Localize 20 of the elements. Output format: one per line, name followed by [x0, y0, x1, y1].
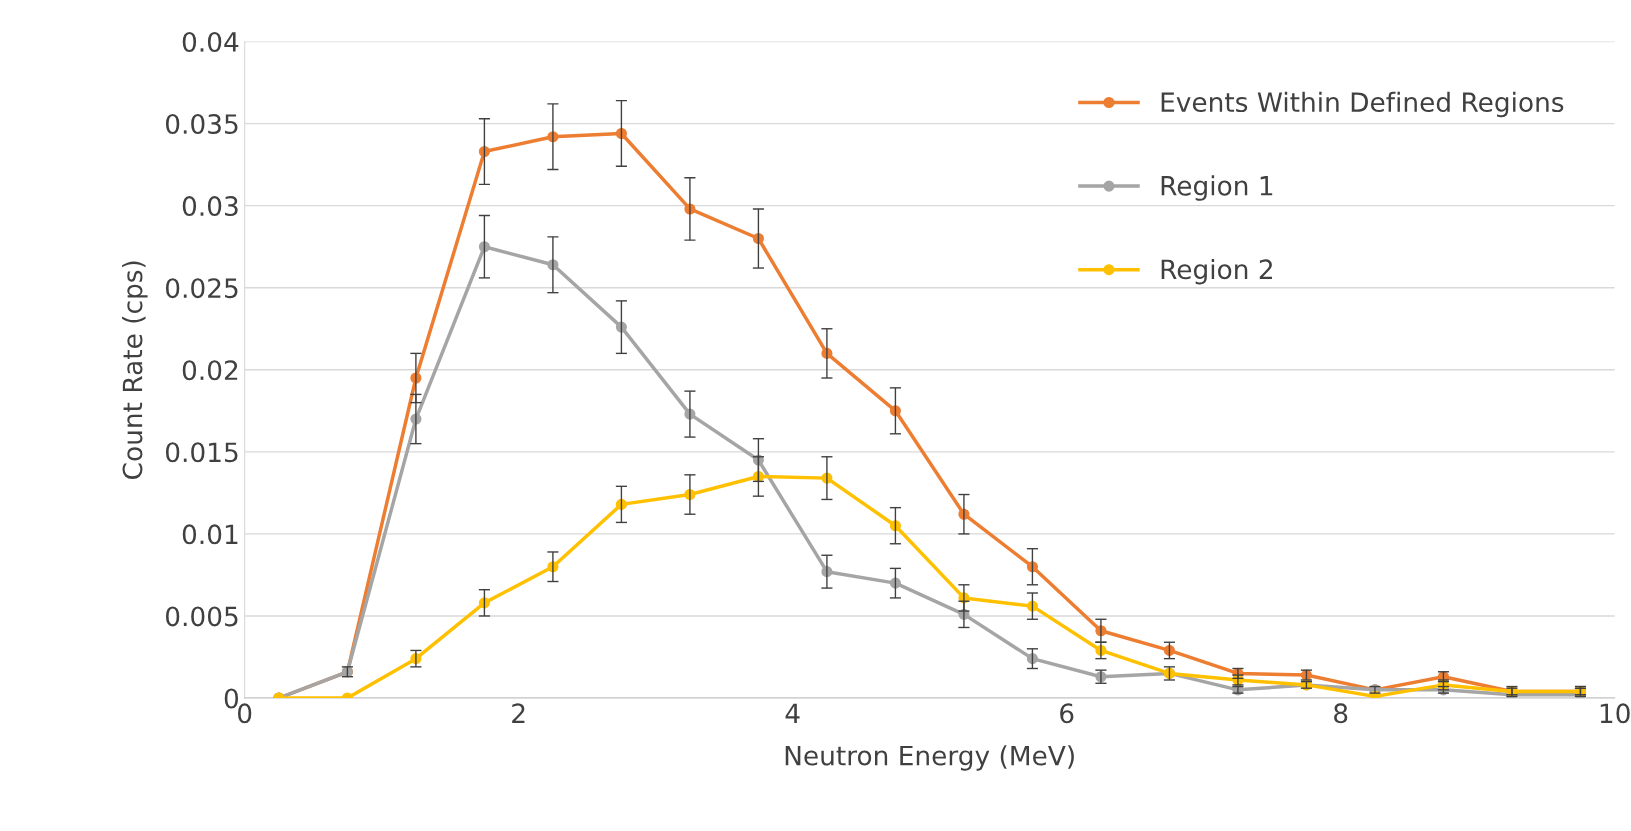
x-tick-label: 10: [1600, 703, 1630, 724]
x-tick-label: 8: [1334, 703, 1348, 724]
x-tick-label: 4: [785, 703, 800, 723]
legend-label: Region 1: [1161, 175, 1273, 201]
x-axis-title: Neutron Energy (MeV): [785, 745, 1074, 771]
y-tick-label: 0.035: [165, 114, 238, 135]
y-tick-label: 0.04: [182, 31, 239, 52]
y-tick-label: 0.025: [165, 278, 238, 299]
y-axis-title: Count Rate (cps): [122, 261, 148, 479]
x-tick-label: 2: [512, 703, 525, 723]
x-tick-label: 0: [238, 703, 252, 724]
y-tick-label: 0.03: [182, 196, 238, 217]
y-tick-label: 0.02: [182, 360, 238, 381]
legend-label: Events Within Defined Regions: [1161, 91, 1564, 118]
y-tick-label: 0: [224, 688, 239, 709]
y-tick-label: 0.005: [165, 606, 238, 627]
legend-label: Region 2: [1161, 258, 1272, 285]
x-tick-label: 6: [1060, 703, 1074, 724]
y-tick-label: 0.01: [182, 524, 238, 545]
y-tick-label: 0.015: [165, 442, 238, 463]
